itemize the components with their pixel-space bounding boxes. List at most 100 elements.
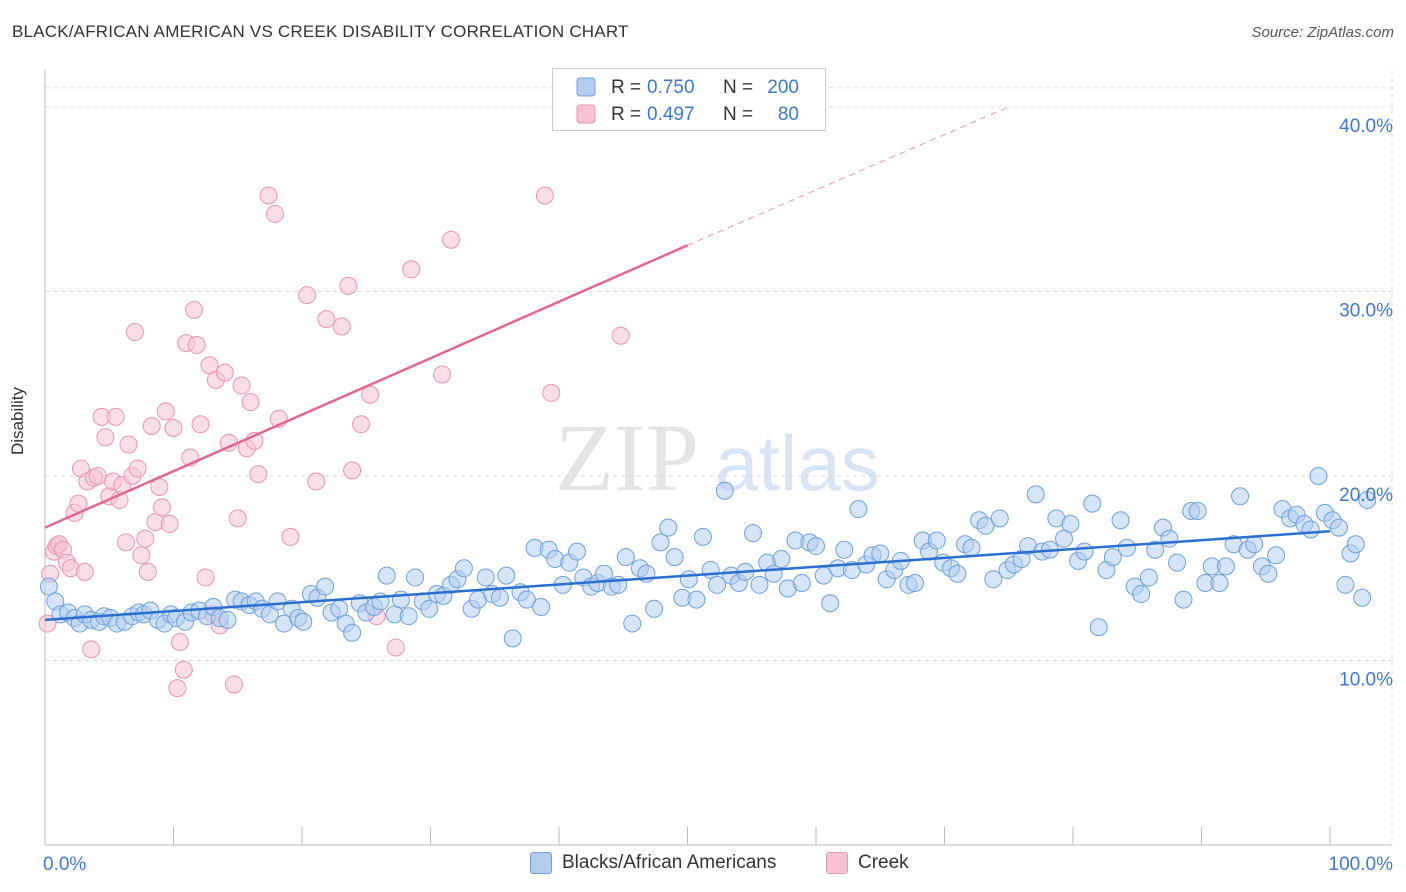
- creek-point-53: [224, 675, 243, 694]
- blacks-point-64: [476, 568, 495, 587]
- blacks-point-61: [454, 559, 473, 578]
- y-tick-label-1: 20.0%: [1339, 485, 1393, 506]
- blacks-points: [39, 466, 1377, 648]
- legend-n-label-2: N =: [723, 104, 753, 125]
- blacks-point-128: [927, 531, 946, 550]
- creek-point-79: [611, 326, 630, 345]
- creek-point-23: [116, 533, 135, 552]
- blacks-point-103: [750, 575, 769, 594]
- legend-blacks-label: Blacks/African Americans: [562, 852, 777, 873]
- creek-point-69: [343, 461, 362, 480]
- blacks-point-89: [651, 533, 670, 552]
- blacks-trend-line: [44, 530, 1331, 622]
- blacks-point-52: [391, 590, 410, 609]
- blacks-point-38: [294, 612, 313, 631]
- creek-point-35: [156, 402, 175, 421]
- blacks-point-88: [645, 599, 664, 618]
- stats-legend: R = 0.750 N = 200 R = 0.497 N = 80: [552, 68, 826, 131]
- watermark: ZIP atlas: [555, 404, 880, 511]
- creek-point-40: [174, 660, 193, 679]
- creek-point-31: [142, 417, 161, 436]
- blacks-point-85: [623, 614, 642, 633]
- creek-point-59: [249, 465, 268, 484]
- blacks-point-125: [905, 573, 924, 592]
- creek-point-60: [259, 186, 278, 205]
- creek-point-63: [281, 527, 300, 546]
- x-tick-label-1: 100.0%: [1329, 854, 1394, 875]
- blacks-point-34: [268, 592, 287, 611]
- blacks-point-173: [1245, 535, 1264, 554]
- blacks-point-77: [567, 542, 586, 561]
- blacks-point-171: [1231, 487, 1250, 506]
- blacks-point-27: [218, 610, 237, 629]
- creek-point-54: [228, 509, 247, 528]
- blacks-point-66: [490, 588, 509, 607]
- creek-point-24: [119, 435, 138, 454]
- blacks-point-117: [849, 500, 868, 519]
- blacks-point-106: [772, 549, 791, 568]
- blacks-point-136: [984, 570, 1003, 589]
- blacks-point-165: [1188, 502, 1207, 521]
- blacks-point-45: [343, 623, 362, 642]
- legend-n-value-1: 200: [767, 77, 799, 98]
- legend-r-label-2: R =: [611, 104, 641, 125]
- blacks-point-133: [962, 538, 981, 557]
- legend-n-label-1: N =: [723, 77, 753, 98]
- watermark-zip: ZIP: [555, 404, 699, 511]
- y-tick-label-3: 40.0%: [1339, 116, 1393, 137]
- creek-point-77: [542, 383, 561, 402]
- blacks-point-163: [1174, 590, 1193, 609]
- creek-point-45: [191, 415, 210, 434]
- blacks-point-97: [708, 575, 727, 594]
- blacks-point-155: [1117, 538, 1136, 557]
- blacks-point-182: [1309, 466, 1328, 485]
- creek-point-36: [160, 514, 179, 533]
- source-label: Source: ZipAtlas.com: [1251, 24, 1394, 41]
- blacks-point-135: [976, 516, 995, 535]
- legend-r-value-2: 0.497: [647, 104, 695, 125]
- blacks-point-169: [1216, 557, 1235, 576]
- blacks-point-157: [1132, 585, 1151, 604]
- blacks-point-109: [792, 573, 811, 592]
- blacks-point-115: [835, 540, 854, 559]
- creek-point-11: [75, 562, 94, 581]
- blacks-point-111: [807, 537, 825, 556]
- creek-point-20: [106, 407, 125, 426]
- blacks-point-102: [744, 524, 763, 543]
- creek-point-68: [339, 276, 358, 295]
- legend-swatch-pink: [576, 104, 596, 124]
- blacks-point-142: [1026, 485, 1045, 504]
- blacks-point-162: [1168, 553, 1187, 572]
- blacks-point-186: [1336, 575, 1355, 594]
- creek-point-15: [88, 466, 107, 485]
- legend-swatch-blue: [576, 77, 596, 97]
- blacks-point-151: [1089, 618, 1108, 637]
- blacks-point-84: [616, 548, 635, 567]
- creek-point-39: [170, 633, 189, 652]
- blacks-point-68: [503, 629, 522, 648]
- blacks-point-70: [517, 590, 536, 609]
- creek-point-13: [82, 640, 101, 659]
- blacks-point-149: [1075, 542, 1094, 561]
- creek-point-29: [136, 529, 155, 548]
- blacks-point-181: [1301, 520, 1320, 539]
- creek-trend-line: [44, 244, 689, 529]
- blacks-point-154: [1111, 511, 1130, 530]
- creek-points: [38, 186, 630, 698]
- creek-point-34: [152, 498, 171, 517]
- legend-item-blacks: Blacks/African Americans: [530, 852, 776, 874]
- blacks-point-168: [1210, 573, 1229, 592]
- creek-point-64: [298, 286, 317, 305]
- creek-point-67: [332, 317, 351, 336]
- creek-point-66: [317, 310, 336, 329]
- blacks-point-147: [1061, 514, 1080, 533]
- creek-point-61: [266, 204, 285, 223]
- creek-point-73: [386, 638, 405, 657]
- blacks-point-185: [1329, 518, 1348, 537]
- creek-point-30: [138, 562, 157, 581]
- creek-point-57: [241, 393, 260, 412]
- blacks-point-41: [316, 577, 335, 596]
- creek-point-43: [185, 300, 204, 319]
- legend-blacks-swatch: [530, 852, 552, 874]
